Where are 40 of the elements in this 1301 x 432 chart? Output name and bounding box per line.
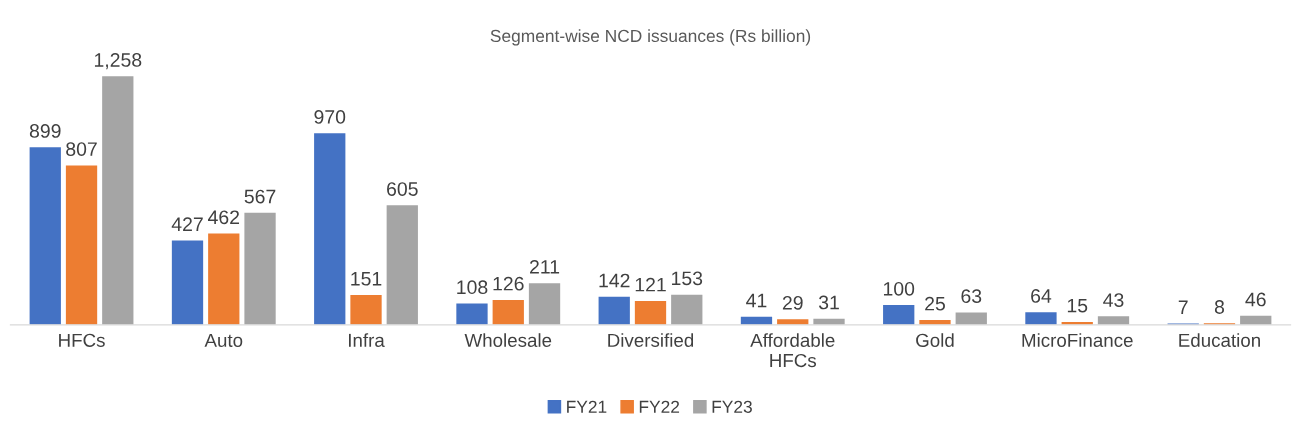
data-label: 29 bbox=[782, 295, 803, 310]
x-tick-label: MicroFinance bbox=[1022, 333, 1133, 347]
x-tick-label: Diversified bbox=[608, 333, 694, 347]
data-label: 121 bbox=[635, 277, 666, 292]
data-label: 605 bbox=[387, 182, 418, 196]
data-label: 899 bbox=[29, 124, 61, 138]
data-label: 1,258 bbox=[94, 53, 142, 70]
data-label: 43 bbox=[1103, 293, 1124, 307]
data-label: 41 bbox=[746, 293, 767, 308]
data-label: 7 bbox=[1178, 300, 1188, 314]
x-tick-label: Gold bbox=[916, 333, 954, 347]
chart-title: Segment-wise NCD issuances (Rs billion) bbox=[490, 29, 811, 46]
data-label: 807 bbox=[66, 142, 97, 156]
data-label: 46 bbox=[1245, 292, 1266, 307]
legend-label: FY21 bbox=[567, 400, 607, 413]
data-label: 970 bbox=[314, 110, 346, 124]
x-tick-label: HFCs bbox=[59, 333, 105, 347]
data-label: 462 bbox=[208, 210, 240, 225]
data-label: 151 bbox=[351, 272, 382, 286]
data-label: 64 bbox=[1031, 289, 1052, 303]
data-label: 153 bbox=[672, 271, 703, 286]
legend-label: FY22 bbox=[639, 400, 680, 413]
data-label: 211 bbox=[530, 260, 560, 274]
x-tick-label: Affordable HFCs bbox=[750, 333, 835, 368]
x-tick-label: Auto bbox=[204, 333, 243, 347]
data-label: 25 bbox=[925, 296, 945, 311]
data-label: 15 bbox=[1067, 298, 1088, 313]
data-label: 427 bbox=[171, 217, 203, 231]
data-label: 63 bbox=[961, 289, 982, 304]
data-label: 126 bbox=[493, 276, 524, 291]
x-tick-label: Infra bbox=[348, 333, 385, 347]
x-tick-label: Education bbox=[1179, 333, 1260, 347]
data-label: 100 bbox=[883, 281, 915, 296]
data-label: 8 bbox=[1214, 300, 1225, 314]
data-label: 31 bbox=[818, 295, 839, 310]
data-label: 142 bbox=[599, 273, 630, 288]
legend-label: FY23 bbox=[712, 400, 752, 413]
x-tick-label: Wholesale bbox=[464, 333, 552, 347]
data-label: 108 bbox=[457, 280, 488, 295]
data-label: 567 bbox=[244, 189, 276, 204]
